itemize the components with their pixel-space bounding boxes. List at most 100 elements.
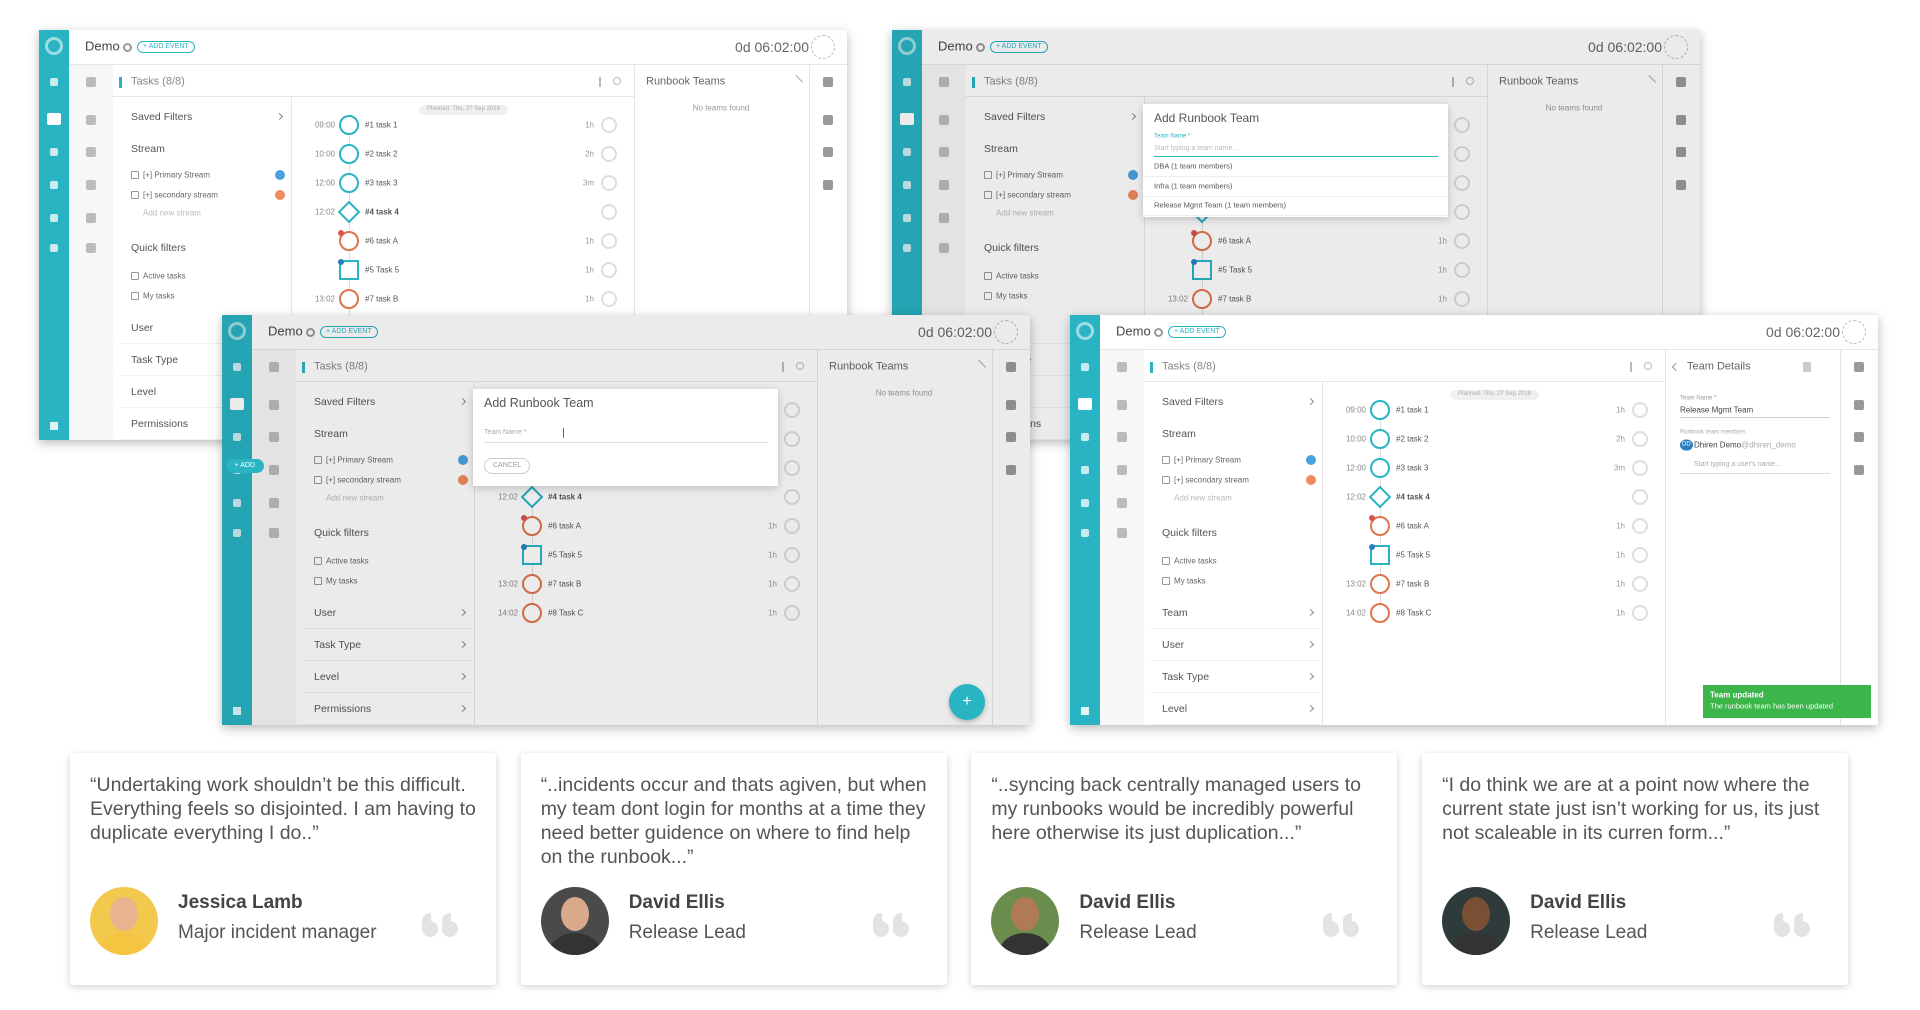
checkbox[interactable] <box>1162 557 1170 565</box>
task-label[interactable]: #1 task 1 <box>365 120 398 130</box>
task-label[interactable]: #4 task 4 <box>1396 492 1430 502</box>
panel-icon[interactable] <box>1854 362 1864 372</box>
tool-icon[interactable] <box>86 77 96 87</box>
panel-icon[interactable] <box>823 180 833 190</box>
more-icon[interactable] <box>782 362 784 372</box>
add-event-button[interactable]: + ADD EVENT <box>990 40 1048 54</box>
panel-icon[interactable] <box>823 147 833 157</box>
task-node[interactable] <box>1370 545 1390 565</box>
panel-icon[interactable] <box>823 115 833 125</box>
nav-icon[interactable] <box>903 244 911 252</box>
task-node[interactable] <box>1370 429 1390 449</box>
nav-icon[interactable] <box>233 363 241 371</box>
home-icon[interactable] <box>50 422 58 430</box>
more-icon[interactable] <box>1452 77 1454 87</box>
tool-icon[interactable] <box>1117 432 1127 442</box>
tool-icon[interactable] <box>1117 362 1127 372</box>
panel-icon[interactable] <box>1006 362 1016 372</box>
stream-heading[interactable]: Stream <box>314 427 348 440</box>
task-node[interactable] <box>339 260 359 280</box>
nav-icon[interactable] <box>1081 433 1089 441</box>
task-label[interactable]: #5 Task 5 <box>1396 550 1431 560</box>
task-node[interactable] <box>1192 289 1212 309</box>
play-button[interactable] <box>994 320 1018 344</box>
team-name-input[interactable]: Start typing a team name... <box>1154 144 1239 152</box>
checkbox[interactable] <box>314 557 322 565</box>
menu-item[interactable]: Task Type <box>1162 670 1210 683</box>
checkbox[interactable] <box>1162 476 1170 484</box>
nav-icon[interactable] <box>50 148 58 156</box>
tool-icon[interactable] <box>939 213 949 223</box>
tool-icon[interactable] <box>1117 528 1127 538</box>
team-option[interactable]: DBA (1 team members) <box>1154 161 1233 171</box>
stream-heading[interactable]: Stream <box>984 142 1018 155</box>
menu-item[interactable]: User <box>1162 638 1185 651</box>
checkbox[interactable] <box>314 577 322 585</box>
play-button[interactable] <box>811 35 835 59</box>
panel-icon[interactable] <box>1854 432 1864 442</box>
team-name-label[interactable]: Team Name * <box>484 428 527 436</box>
saved-filters[interactable]: Saved Filters <box>131 110 193 123</box>
menu-item[interactable]: Level <box>131 385 157 398</box>
tool-icon[interactable] <box>939 243 949 253</box>
add-stream[interactable]: Add new stream <box>1174 493 1232 503</box>
tool-icon[interactable] <box>269 362 279 372</box>
menu-item[interactable]: Level <box>314 670 340 683</box>
nav-icon[interactable] <box>1081 499 1089 507</box>
add-event-button[interactable]: + ADD EVENT <box>1168 325 1226 339</box>
menu-item[interactable]: Task Type <box>314 638 362 651</box>
play-button[interactable] <box>1664 35 1688 59</box>
task-label[interactable]: #8 Task C <box>548 608 584 618</box>
task-label[interactable]: #8 Task C <box>1396 608 1432 618</box>
home-icon[interactable] <box>233 707 241 715</box>
search-icon[interactable] <box>1466 77 1474 85</box>
task-label[interactable]: #3 task 3 <box>1396 463 1429 473</box>
more-icon[interactable] <box>1630 362 1632 372</box>
checkbox[interactable] <box>131 292 139 300</box>
task-label[interactable]: #6 task A <box>1396 521 1429 531</box>
task-node[interactable] <box>522 545 542 565</box>
nav-icon[interactable] <box>50 78 58 86</box>
quick-filters[interactable]: Quick filters <box>131 241 186 254</box>
task-node[interactable] <box>1192 260 1212 280</box>
nav-icon[interactable] <box>1078 398 1092 410</box>
tool-icon[interactable] <box>86 243 96 253</box>
tool-icon[interactable] <box>86 147 96 157</box>
saved-filters[interactable]: Saved Filters <box>984 110 1046 123</box>
tool-icon[interactable] <box>86 213 96 223</box>
menu-item[interactable]: Level <box>1162 702 1188 715</box>
panel-icon[interactable] <box>1676 180 1686 190</box>
nav-icon[interactable] <box>1081 529 1089 537</box>
nav-icon[interactable] <box>1081 363 1089 371</box>
task-label[interactable]: #5 Task 5 <box>548 550 583 560</box>
task-node[interactable] <box>1192 231 1212 251</box>
task-node[interactable] <box>339 173 359 193</box>
settings-icon[interactable] <box>306 328 315 337</box>
task-node[interactable] <box>522 603 542 623</box>
back-arrow[interactable] <box>1671 362 1681 372</box>
settings-icon[interactable] <box>123 43 132 52</box>
tool-icon[interactable] <box>269 465 279 475</box>
tool-icon[interactable] <box>86 115 96 125</box>
task-node[interactable] <box>1370 603 1390 623</box>
panel-icon[interactable] <box>1854 465 1864 475</box>
task-node[interactable] <box>522 574 542 594</box>
checkbox[interactable] <box>1162 577 1170 585</box>
task-label[interactable]: #7 task B <box>1218 294 1252 304</box>
task-node[interactable] <box>1370 400 1390 420</box>
task-label[interactable]: #4 task 4 <box>365 207 399 217</box>
tool-icon[interactable] <box>1117 498 1127 508</box>
home-icon[interactable] <box>1081 707 1089 715</box>
tool-icon[interactable] <box>1117 465 1127 475</box>
panel-icon[interactable] <box>1006 400 1016 410</box>
menu-item[interactable]: User <box>131 321 154 334</box>
task-label[interactable]: #5 Task 5 <box>365 265 400 275</box>
menu-item[interactable]: Permissions <box>131 417 189 430</box>
nav-icon[interactable] <box>50 214 58 222</box>
task-node[interactable] <box>339 289 359 309</box>
task-label[interactable]: #7 task B <box>1396 579 1430 589</box>
task-node[interactable] <box>522 516 542 536</box>
nav-icon[interactable] <box>1081 466 1089 474</box>
panel-icon[interactable] <box>1006 465 1016 475</box>
task-node[interactable] <box>339 231 359 251</box>
